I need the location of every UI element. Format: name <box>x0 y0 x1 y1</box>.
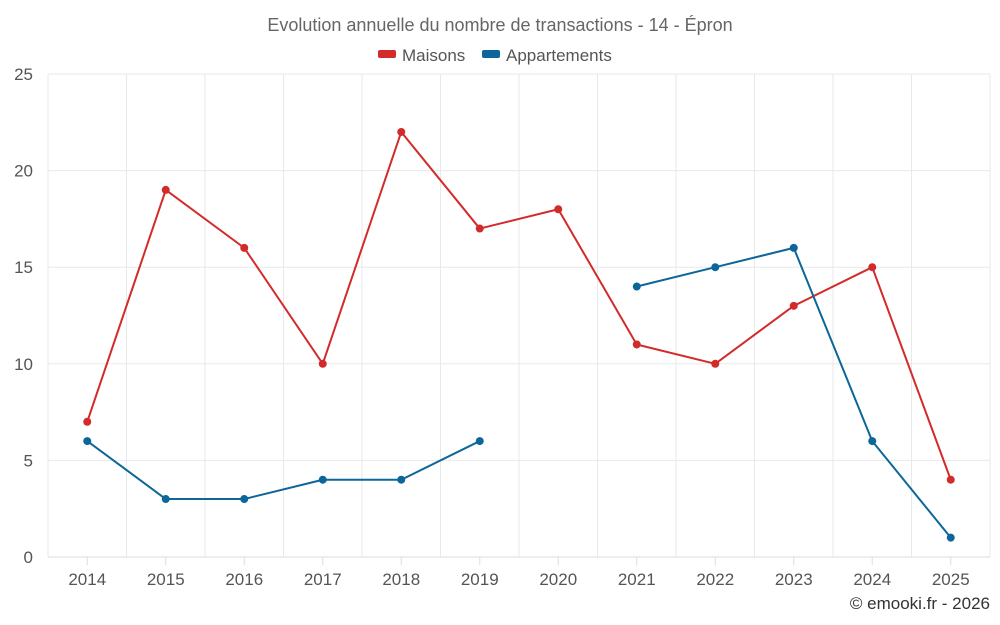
series-maisons <box>83 127 955 484</box>
y-tick-label: 15 <box>14 258 33 277</box>
x-tick-label: 2021 <box>618 570 656 589</box>
x-tick-label: 2020 <box>539 570 577 589</box>
x-tick-label: 2022 <box>696 570 734 589</box>
x-tick-label: 2018 <box>382 570 420 589</box>
y-tick-label: 5 <box>24 451 33 470</box>
data-point-appartements[interactable] <box>789 243 798 252</box>
data-point-appartements[interactable] <box>397 475 406 484</box>
data-point-appartements[interactable] <box>161 495 170 504</box>
legend-swatch-appartements <box>482 50 500 58</box>
x-tick-label: 2015 <box>147 570 185 589</box>
data-point-appartements[interactable] <box>475 437 484 446</box>
x-tick-label: 2025 <box>932 570 970 589</box>
y-tick-label: 20 <box>14 162 33 181</box>
data-point-appartements[interactable] <box>240 495 249 504</box>
data-point-appartements[interactable] <box>711 263 720 272</box>
data-point-maisons[interactable] <box>397 127 406 136</box>
legend-swatch-maisons <box>378 50 396 58</box>
credit-text: © emooki.fr - 2026 <box>850 594 990 613</box>
x-tick-label: 2024 <box>853 570 891 589</box>
data-point-maisons[interactable] <box>161 185 170 194</box>
chart-title: Evolution annuelle du nombre de transact… <box>267 15 732 35</box>
x-tick-label: 2014 <box>68 570 106 589</box>
x-tick-label: 2016 <box>225 570 263 589</box>
data-point-maisons[interactable] <box>868 263 877 272</box>
grid <box>47 73 991 557</box>
legend-label-maisons: Maisons <box>402 46 465 65</box>
data-point-maisons[interactable] <box>946 475 955 484</box>
data-point-maisons[interactable] <box>554 205 563 214</box>
y-tick-label: 0 <box>24 548 33 567</box>
data-point-maisons[interactable] <box>632 340 641 349</box>
data-point-maisons[interactable] <box>240 243 249 252</box>
data-point-appartements[interactable] <box>318 475 327 484</box>
series-line-appartements <box>635 246 952 539</box>
y-tick-label: 10 <box>14 355 33 374</box>
legend-item-maisons[interactable]: Maisons <box>378 46 465 65</box>
x-tick-label: 2017 <box>304 570 342 589</box>
x-tick-label: 2019 <box>461 570 499 589</box>
data-point-appartements[interactable] <box>868 437 877 446</box>
data-point-maisons[interactable] <box>789 301 798 310</box>
data-point-maisons[interactable] <box>711 359 720 368</box>
legend-label-appartements: Appartements <box>506 46 612 65</box>
y-tick-label: 25 <box>14 65 33 84</box>
data-point-maisons[interactable] <box>318 359 327 368</box>
legend: Maisons Appartements <box>378 46 612 65</box>
series-line-maisons <box>86 130 952 481</box>
series-appartements <box>83 243 955 542</box>
series-line-appartements <box>86 440 481 501</box>
x-tick-label: 2023 <box>775 570 813 589</box>
data-point-appartements[interactable] <box>946 533 955 542</box>
legend-item-appartements[interactable]: Appartements <box>482 46 612 65</box>
data-point-appartements[interactable] <box>83 437 92 446</box>
data-point-maisons[interactable] <box>83 417 92 426</box>
data-point-appartements[interactable] <box>632 282 641 291</box>
series <box>83 127 955 542</box>
data-point-maisons[interactable] <box>475 224 484 233</box>
